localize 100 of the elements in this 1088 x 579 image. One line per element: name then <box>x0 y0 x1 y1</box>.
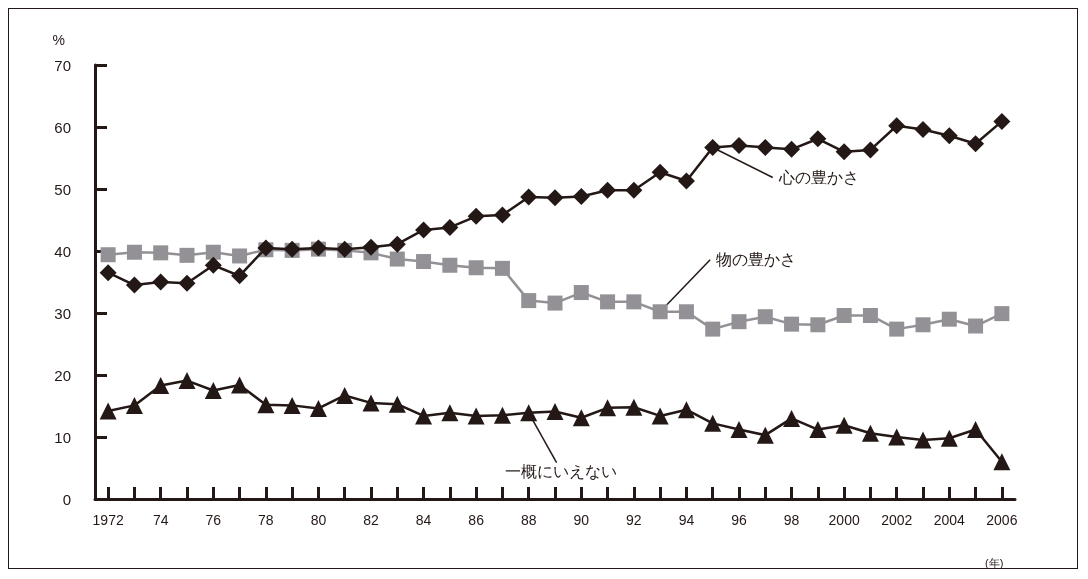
point <box>809 421 827 439</box>
y-tick-label: 0 <box>62 490 71 508</box>
point <box>599 399 617 417</box>
point <box>652 304 668 320</box>
point <box>861 141 879 159</box>
point <box>940 429 958 447</box>
point <box>204 256 222 274</box>
point <box>678 304 694 320</box>
point <box>677 401 695 419</box>
x-tick-label: 80 <box>310 512 327 528</box>
point <box>283 396 301 414</box>
text: 物の豊かさ <box>716 251 797 269</box>
point <box>152 377 170 395</box>
point <box>967 421 985 439</box>
point <box>835 416 853 434</box>
point <box>205 244 221 260</box>
point <box>257 396 275 414</box>
y-tick-label: 10 <box>54 428 71 446</box>
point <box>968 318 984 334</box>
x-tick-label: 2000 <box>828 512 860 528</box>
point <box>756 138 774 156</box>
point <box>362 238 380 256</box>
point <box>204 382 222 399</box>
point <box>415 407 433 425</box>
point <box>467 207 485 225</box>
point <box>704 138 722 156</box>
point <box>783 409 801 427</box>
point <box>153 245 169 261</box>
x-tick-label: 84 <box>415 512 432 528</box>
x-tick-label: 2002 <box>881 512 913 528</box>
point <box>520 188 538 206</box>
point <box>467 407 485 425</box>
point <box>572 409 590 427</box>
point <box>862 307 878 323</box>
point <box>915 317 931 333</box>
point <box>493 406 511 424</box>
point <box>152 273 170 291</box>
point <box>967 135 985 153</box>
point <box>861 424 879 442</box>
point <box>100 247 116 263</box>
point <box>178 274 196 292</box>
point <box>888 428 906 446</box>
point <box>651 407 669 425</box>
y-axis-title: % <box>52 32 65 48</box>
point <box>468 260 484 276</box>
y-tick-label: 20 <box>54 366 71 384</box>
point <box>546 403 564 421</box>
point <box>941 311 957 327</box>
point <box>888 117 906 135</box>
point <box>599 181 617 199</box>
point <box>178 372 196 390</box>
point <box>125 276 143 294</box>
point <box>389 251 405 267</box>
y-tick-label: 50 <box>54 180 71 198</box>
point <box>809 130 827 148</box>
point <box>493 206 511 224</box>
point <box>835 143 853 161</box>
x-tick-label: 78 <box>258 512 274 528</box>
x-tick-label: 90 <box>573 512 590 528</box>
point <box>125 396 143 414</box>
point <box>231 376 249 394</box>
point <box>914 120 932 138</box>
point <box>810 317 826 333</box>
y-tick-label: 30 <box>54 304 71 322</box>
point <box>99 264 117 282</box>
x-tick-label: 2004 <box>933 512 966 528</box>
point <box>677 172 695 190</box>
point <box>441 404 459 422</box>
x-tick-label: 76 <box>205 512 222 528</box>
x-tick-label: 86 <box>468 512 485 528</box>
x-axis-title: (年) <box>985 556 1004 569</box>
point <box>572 187 590 205</box>
point <box>520 404 538 422</box>
point <box>547 295 563 311</box>
point <box>388 395 406 413</box>
point <box>730 137 748 155</box>
point <box>573 285 589 301</box>
point <box>546 189 564 207</box>
x-tick-label: 82 <box>363 512 379 528</box>
point <box>731 314 747 330</box>
x-tick-label: 74 <box>152 512 169 528</box>
point <box>993 453 1011 471</box>
x-tick-label: 94 <box>678 512 695 528</box>
point <box>232 248 248 264</box>
point <box>784 316 800 332</box>
point <box>415 221 433 239</box>
x-tick-label: 88 <box>520 512 537 528</box>
x-tick-label: 2006 <box>986 512 1018 528</box>
point <box>994 306 1010 322</box>
y-tick-label: 60 <box>54 118 71 136</box>
point <box>179 247 195 263</box>
point <box>494 260 510 276</box>
point <box>940 127 958 145</box>
point <box>705 321 721 337</box>
y-tick-label: 70 <box>54 56 71 74</box>
point <box>388 235 406 253</box>
point <box>756 426 774 444</box>
point <box>416 254 432 270</box>
x-tick-label: 98 <box>783 512 800 528</box>
point <box>757 309 773 325</box>
